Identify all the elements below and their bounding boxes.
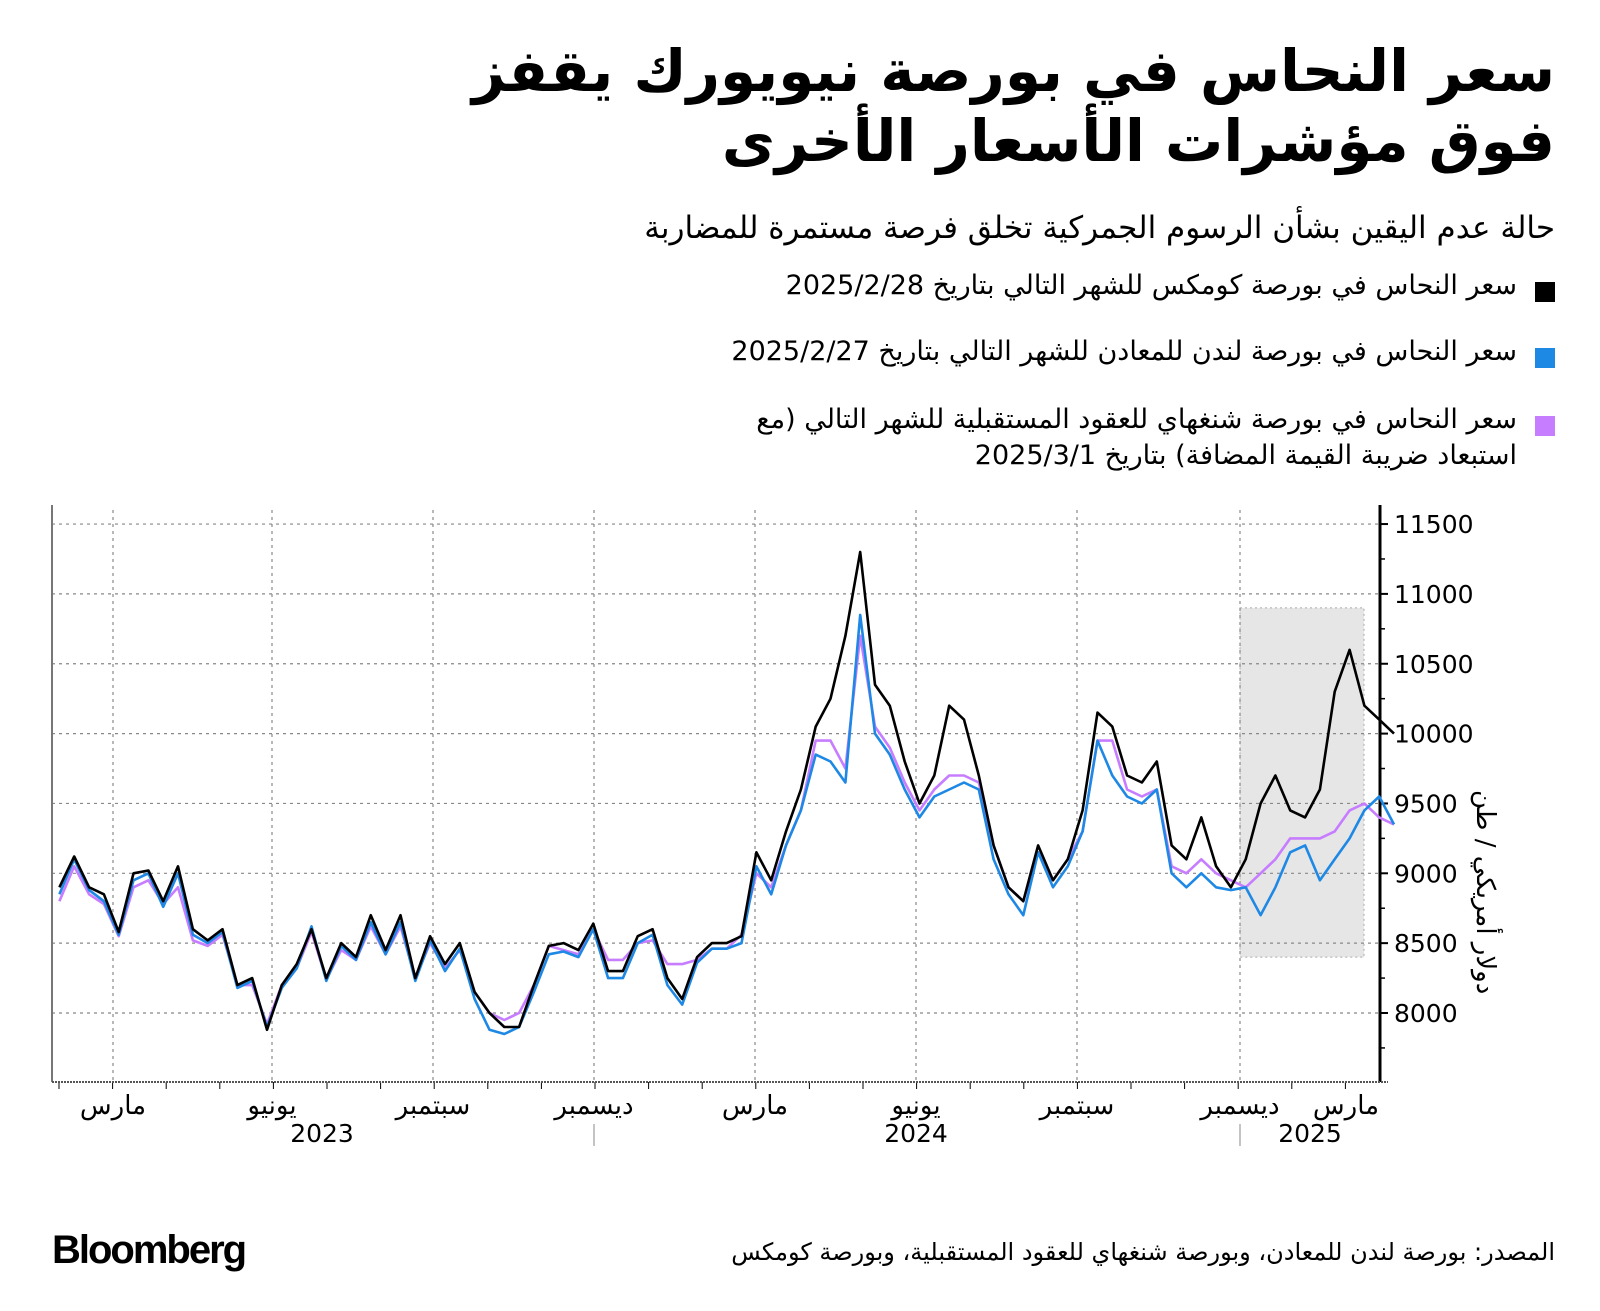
legend-label-comex: سعر النحاس في بورصة كومكس للشهر التالي ب… — [785, 270, 1517, 301]
legend-swatch-lme — [1535, 348, 1555, 368]
year-label: 2025 — [1278, 1119, 1342, 1148]
y-tick-label: 9000 — [1394, 859, 1458, 888]
y-tick-label: 11000 — [1394, 580, 1474, 609]
year-label: 2023 — [290, 1119, 354, 1148]
year-label: 2024 — [884, 1119, 948, 1148]
series-line-2 — [58, 634, 1395, 1026]
bloomberg-logo: Bloomberg — [52, 1228, 247, 1272]
x-tick-label: ديسمبر — [552, 1091, 633, 1121]
x-tick-label: سبتمبر — [1038, 1091, 1115, 1121]
legend-item-lme: سعر النحاس في بورصة لندن للمعادن للشهر ا… — [555, 334, 1555, 402]
line-chart: 8000 8500 9000 9500 10000 10500 11000 11500 مارس… — [51, 505, 1474, 1148]
legend: سعر النحاس في بورصة كومكس للشهر التالي ب… — [555, 268, 1555, 474]
y-tick-label: 11500 — [1394, 510, 1474, 539]
x-tick-label: مارس — [80, 1091, 146, 1121]
x-tick-label: يونيو — [889, 1091, 940, 1121]
x-tick-label: مارس — [722, 1091, 788, 1121]
source-note: المصدر: بورصة لندن للمعادن، وبورصة شنغها… — [731, 1238, 1555, 1266]
y-tick-label: 10000 — [1394, 720, 1474, 749]
series-line-1 — [58, 613, 1396, 1036]
legend-item-comex: سعر النحاس في بورصة كومكس للشهر التالي ب… — [555, 268, 1555, 334]
y-tick-label: 8000 — [1394, 999, 1458, 1028]
x-tick-label: سبتمبر — [394, 1091, 471, 1121]
legend-swatch-shfe — [1535, 416, 1555, 436]
legend-swatch-comex — [1535, 282, 1555, 302]
y-axis-label: دولار أمريكي / طن — [1470, 790, 1500, 995]
x-tick-label: مارس — [1313, 1091, 1379, 1121]
legend-label-lme: سعر النحاس في بورصة لندن للمعادن للشهر ا… — [731, 336, 1517, 367]
y-tick-label: 9500 — [1394, 789, 1458, 818]
y-tick-label: 8500 — [1394, 929, 1458, 958]
legend-label-shfe: سعر النحاس في بورصة شنغهاي للعقود المستق… — [756, 404, 1517, 471]
x-tick-label: ديسمبر — [1198, 1091, 1279, 1121]
y-tick-label: 10500 — [1394, 650, 1474, 679]
chart-title: سعر النحاس في بورصة نيويورك يقفز فوق مؤش… — [471, 37, 1556, 175]
chart-subtitle: حالة عدم اليقين بشأن الرسوم الجمركية تخل… — [644, 210, 1555, 246]
series-line-0 — [58, 550, 1395, 1032]
legend-item-shfe: سعر النحاس في بورصة شنغهاي للعقود المستق… — [555, 402, 1555, 474]
x-tick-label: يونيو — [245, 1091, 296, 1121]
